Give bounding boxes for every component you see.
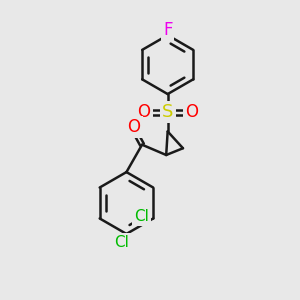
Text: F: F	[163, 21, 172, 39]
Text: Cl: Cl	[134, 209, 149, 224]
Text: O: O	[128, 118, 141, 136]
Text: Cl: Cl	[115, 235, 130, 250]
Text: S: S	[162, 103, 173, 121]
Text: O: O	[138, 103, 151, 121]
Text: O: O	[185, 103, 198, 121]
